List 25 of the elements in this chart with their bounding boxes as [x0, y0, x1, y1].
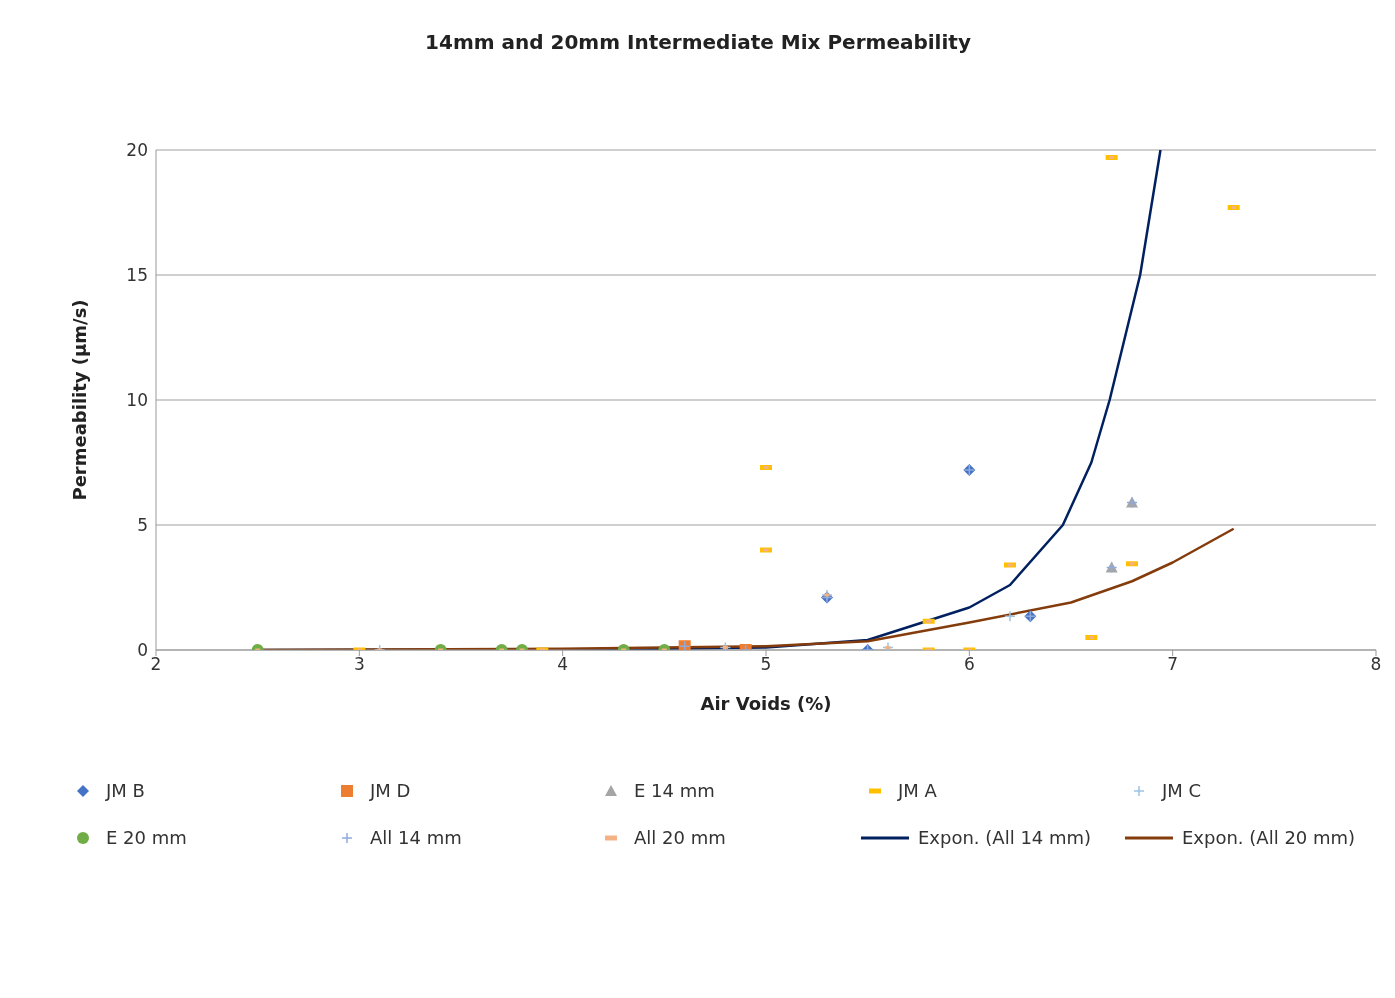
- x-tick-label: 4: [557, 654, 569, 675]
- y-tick-label: 20: [126, 140, 148, 161]
- legend-label: JM A: [898, 780, 937, 801]
- x-tick-label: 7: [1167, 654, 1179, 675]
- legend-label: All 14 mm: [370, 827, 462, 848]
- y-axis-title: Permeability (µm/s): [69, 299, 91, 501]
- y-tick-label: 5: [137, 515, 148, 536]
- legend-label: E 20 mm: [106, 827, 187, 848]
- legend-label: JM B: [106, 780, 145, 801]
- chart-title: 14mm and 20mm Intermediate Mix Permeability: [424, 29, 972, 56]
- y-tick-label: 10: [126, 390, 148, 411]
- legend-label: JM C: [1162, 780, 1202, 801]
- x-tick-label: 2: [150, 654, 162, 675]
- x-tick-label: 8: [1370, 654, 1382, 675]
- x-tick-label: 3: [353, 654, 365, 675]
- legend-label: All 20 mm: [634, 827, 726, 848]
- x-axis-title: Air Voids (%): [700, 693, 832, 714]
- legend-label: JM D: [370, 780, 411, 801]
- x-tick-label: 6: [963, 654, 975, 675]
- legend-label: Expon. (All 14 mm): [918, 827, 1092, 848]
- y-tick-label: 0: [137, 640, 148, 661]
- legend-label: Expon. (All 20 mm): [1182, 827, 1356, 848]
- y-tick-label: 15: [126, 265, 148, 286]
- x-tick-label: 5: [760, 654, 772, 675]
- legend-label: E 14 mm: [634, 780, 715, 801]
